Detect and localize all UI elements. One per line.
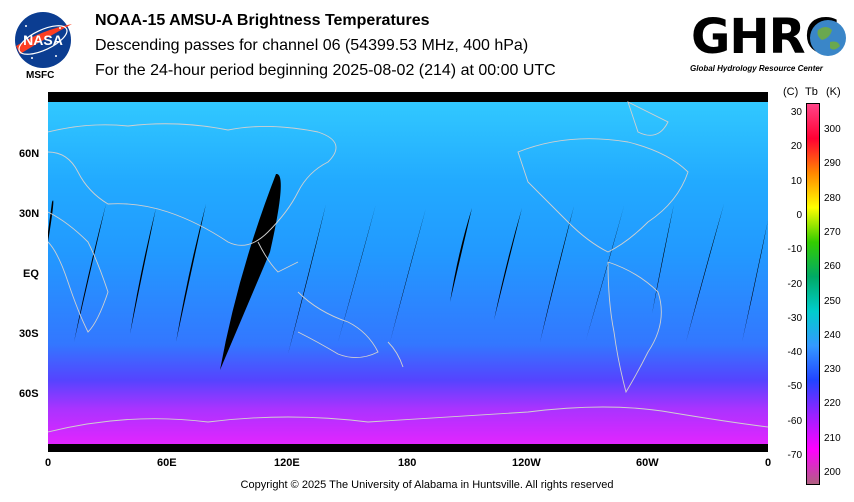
colorbar-celsius-tick: -50 <box>787 381 802 393</box>
no-data-band-north <box>48 92 768 102</box>
time-period: For the 24-hour period beginning 2025-08… <box>95 62 556 79</box>
nasa-logo-text: NASA <box>23 32 63 48</box>
lat-label-60s: 60S <box>19 388 39 400</box>
lon-label-180: 180 <box>398 457 417 469</box>
globe-icon <box>810 20 846 56</box>
colorbar-celsius-tick: -60 <box>787 415 802 427</box>
page-title: NOAA-15 AMSU-A Brightness Temperatures <box>95 12 430 29</box>
nasa-logo: NASA <box>15 12 72 68</box>
colorbar-kelvin-tick: 220 <box>824 398 841 410</box>
colorbar-kelvin-tick: 210 <box>824 432 841 444</box>
lon-label-0-left: 0 <box>45 457 52 469</box>
temperature-field <box>48 92 768 452</box>
lon-label-120w: 120W <box>512 457 541 469</box>
colorbar-celsius-tick: -40 <box>787 347 802 359</box>
lon-label-60e: 60E <box>157 457 177 469</box>
brightness-temperature-map <box>48 92 768 452</box>
colorbar-kelvin-tick: 280 <box>824 192 841 204</box>
colorbar-celsius-tick: 10 <box>790 175 802 187</box>
colorbar-celsius-tick: 20 <box>790 141 802 153</box>
colorbar-celsius-tick: -20 <box>787 278 802 290</box>
colorbar-kelvin-tick: 290 <box>824 158 841 170</box>
colorbar <box>806 103 820 485</box>
no-data-band-south <box>48 444 768 452</box>
coastlines <box>48 101 768 433</box>
colorbar-celsius-tick: -30 <box>787 312 802 324</box>
ghrc-full-name: Global Hydrology Resource Center <box>690 64 823 73</box>
colorbar-celsius-tick: -70 <box>787 450 802 461</box>
lon-label-120e: 120E <box>274 457 300 469</box>
colorbar-kelvin-tick: 230 <box>824 364 841 376</box>
colorbar-kelvin-tick: 300 <box>824 124 841 135</box>
copyright: Copyright © 2025 The University of Alaba… <box>240 479 614 491</box>
page-subtitle: Descending passes for channel 06 (54399.… <box>95 37 529 54</box>
lon-label-60w: 60W <box>636 457 659 469</box>
lat-label-eq: EQ <box>23 268 39 280</box>
colorbar-header-c: (C) <box>783 86 799 98</box>
colorbar-header-tb: Tb <box>805 86 818 98</box>
colorbar-celsius-tick: 30 <box>790 107 802 118</box>
orbit-gaps <box>48 173 768 370</box>
colorbar-header-k: (K) <box>826 86 841 98</box>
lat-label-30s: 30S <box>19 328 39 340</box>
colorbar-kelvin-tick: 200 <box>824 467 841 478</box>
msfc-label: MSFC <box>26 70 55 81</box>
colorbar-kelvin-tick: 250 <box>824 295 841 307</box>
colorbar-kelvin-tick: 240 <box>824 329 841 341</box>
colorbar-kelvin-tick: 260 <box>824 261 841 273</box>
colorbar-kelvin-tick: 270 <box>824 226 841 238</box>
colorbar-celsius-tick: 0 <box>796 209 802 221</box>
lon-label-0-right: 0 <box>765 457 772 469</box>
colorbar-celsius-tick: -10 <box>787 244 802 256</box>
lat-label-30n: 30N <box>19 208 40 220</box>
lat-label-60n: 60N <box>19 148 40 160</box>
